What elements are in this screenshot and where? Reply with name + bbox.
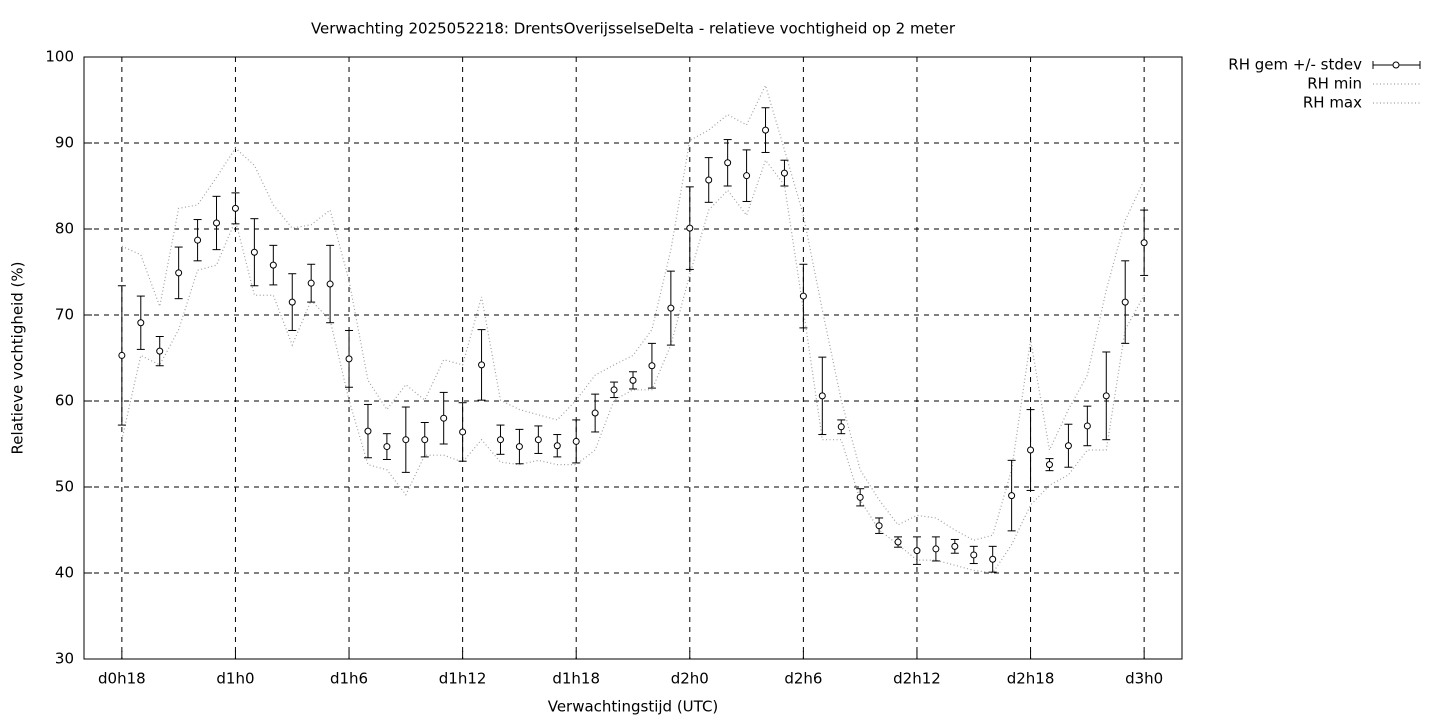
data-point xyxy=(345,355,353,363)
x-tick-label: d1h0 xyxy=(216,670,254,688)
data-point xyxy=(402,436,410,444)
y-tick-label: 90 xyxy=(55,134,74,152)
data-point xyxy=(496,436,504,444)
x-axis-label: Verwachtingstijd (UTC) xyxy=(548,698,719,716)
data-point xyxy=(1064,442,1072,450)
data-point xyxy=(970,551,978,559)
data-point xyxy=(1140,239,1148,247)
y-tick-label: 60 xyxy=(55,392,74,410)
data-point xyxy=(667,304,675,312)
data-point xyxy=(175,269,183,277)
data-point xyxy=(118,351,126,359)
data-point xyxy=(629,376,637,384)
data-point xyxy=(743,172,751,180)
data-point xyxy=(705,176,713,184)
chart-title: Verwachting 2025052218: DrentsOverijssel… xyxy=(311,20,956,38)
y-tick-label: 70 xyxy=(55,306,74,324)
legend-label: RH min xyxy=(1307,75,1362,93)
data-point xyxy=(856,493,864,501)
x-tick-label: d1h12 xyxy=(439,670,487,688)
x-tick-label: d3h0 xyxy=(1125,670,1163,688)
data-point xyxy=(762,126,770,134)
data-point xyxy=(799,292,807,300)
data-point xyxy=(875,522,883,530)
data-point xyxy=(364,427,372,435)
y-axis-label: Relatieve vochtigheid (%) xyxy=(9,261,27,454)
data-point xyxy=(194,236,202,244)
data-point xyxy=(440,414,448,422)
data-point xyxy=(307,279,315,287)
x-tick-label: d2h0 xyxy=(671,670,709,688)
data-point xyxy=(951,542,959,550)
data-point xyxy=(572,437,580,445)
data-point xyxy=(383,443,391,451)
plot-frame xyxy=(83,56,1183,660)
data-point xyxy=(269,261,277,269)
data-point xyxy=(913,547,921,555)
y-tick-label: 100 xyxy=(45,48,74,66)
data-point xyxy=(1121,298,1129,306)
legend-swatch xyxy=(1392,61,1400,69)
data-point xyxy=(724,159,732,167)
data-point xyxy=(1102,392,1110,400)
data-point xyxy=(478,361,486,369)
data-point xyxy=(894,538,902,546)
x-tick-label: d1h18 xyxy=(552,670,600,688)
x-tick-label: d1h6 xyxy=(330,670,368,688)
y-tick-label: 40 xyxy=(55,564,74,582)
data-point xyxy=(610,386,618,394)
data-point xyxy=(837,423,845,431)
data-point xyxy=(213,219,221,227)
data-point xyxy=(591,409,599,417)
data-point xyxy=(686,224,694,232)
range-line xyxy=(121,158,1145,574)
x-tick-label: d2h12 xyxy=(893,670,941,688)
data-point xyxy=(989,555,997,563)
data-point xyxy=(137,319,145,327)
data-point xyxy=(515,443,523,451)
data-point xyxy=(818,392,826,400)
data-point xyxy=(648,362,656,370)
data-point xyxy=(421,436,429,444)
data-point xyxy=(288,298,296,306)
data-point xyxy=(326,280,334,288)
x-tick-label: d0h18 xyxy=(98,670,146,688)
data-point xyxy=(553,442,561,450)
data-point xyxy=(156,347,164,355)
data-point xyxy=(1083,422,1091,430)
data-point xyxy=(1008,492,1016,500)
data-point xyxy=(459,428,467,436)
legend-label: RH gem +/- stdev xyxy=(1228,56,1362,74)
data-point xyxy=(932,545,940,553)
data-point xyxy=(780,169,788,177)
y-tick-label: 50 xyxy=(55,478,74,496)
y-tick-label: 30 xyxy=(55,650,74,668)
y-tick-label: 80 xyxy=(55,220,74,238)
data-point xyxy=(1027,446,1035,454)
legend-label: RH max xyxy=(1303,94,1362,112)
data-point xyxy=(1045,461,1053,469)
data-point xyxy=(534,436,542,444)
x-tick-label: d2h6 xyxy=(784,670,822,688)
data-point xyxy=(231,204,239,212)
x-tick-label: d2h18 xyxy=(1007,670,1055,688)
data-point xyxy=(250,248,258,256)
